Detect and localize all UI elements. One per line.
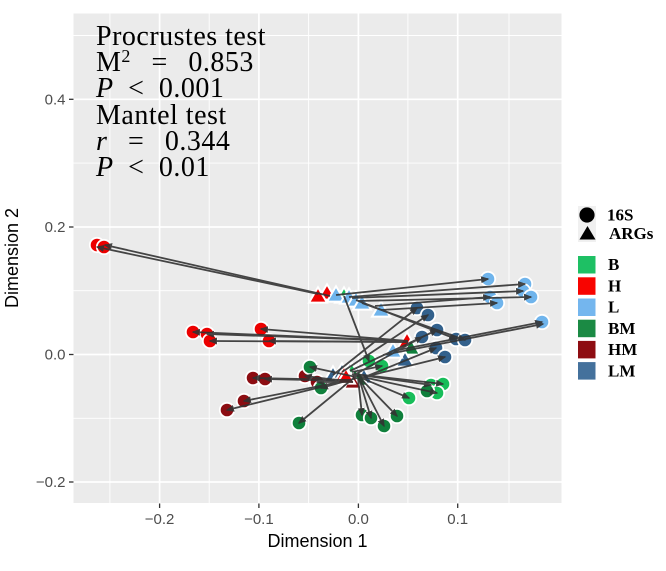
svg-text:Dimension 1: Dimension 1 [267, 531, 367, 551]
svg-text:BM: BM [608, 319, 635, 338]
svg-text:L: L [608, 298, 619, 317]
svg-text:−0.1: −0.1 [244, 511, 274, 528]
svg-text:16S: 16S [607, 206, 633, 225]
svg-text:HM: HM [608, 340, 637, 359]
svg-text:0.1: 0.1 [447, 511, 468, 528]
svg-text:0.0: 0.0 [348, 511, 369, 528]
svg-text:−0.2: −0.2 [36, 474, 66, 491]
svg-text:r = 0.344: r = 0.344 [96, 126, 230, 157]
svg-text:Procrustes test: Procrustes test [96, 21, 266, 52]
svg-text:H: H [608, 277, 621, 296]
svg-text:LM: LM [608, 361, 635, 380]
svg-text:ARGs: ARGs [609, 224, 654, 243]
svg-text:Mantel test: Mantel test [96, 100, 227, 131]
svg-text:P < 0.01: P < 0.01 [95, 152, 210, 183]
svg-text:B: B [608, 255, 619, 274]
svg-text:Dimension 2: Dimension 2 [2, 208, 22, 308]
svg-text:0.4: 0.4 [45, 92, 66, 109]
svg-text:0.2: 0.2 [45, 219, 66, 236]
svg-text:P < 0.001: P < 0.001 [95, 73, 224, 104]
svg-text:0.0: 0.0 [45, 347, 66, 364]
svg-text:−0.2: −0.2 [145, 511, 175, 528]
